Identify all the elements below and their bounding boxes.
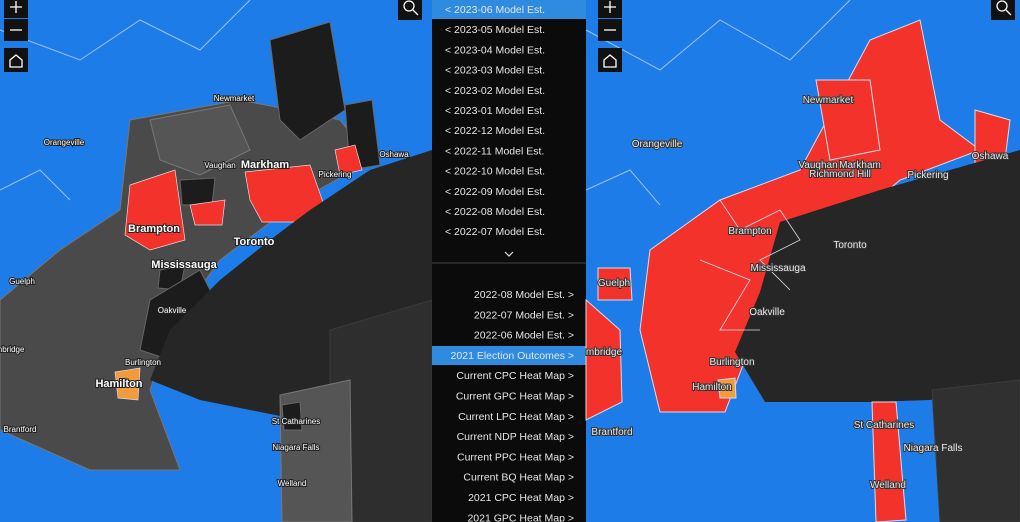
place-label: Niagara Falls xyxy=(272,443,319,452)
selected-item xyxy=(432,346,586,365)
place-label: Mississauga xyxy=(750,263,805,274)
menu-item[interactable]: 2021 Election Outcomes > xyxy=(451,350,574,362)
place-label: Vaughan xyxy=(204,161,235,170)
place-label: Brantford xyxy=(591,427,632,438)
menu-item[interactable]: < 2023-06 Model Est. xyxy=(445,4,545,16)
menu-item[interactable]: < 2023-05 Model Est. xyxy=(445,24,545,36)
menu-item[interactable]: 2022-07 Model Est. > xyxy=(474,309,574,321)
menu-item[interactable]: 2021 GPC Heat Map > xyxy=(467,512,574,522)
place-label: Pickering xyxy=(319,170,352,179)
menu-item[interactable]: < 2022-09 Model Est. xyxy=(445,186,545,198)
menu-item[interactable]: < 2022-11 Model Est. xyxy=(445,145,544,157)
menu-item[interactable]: Current BQ Heat Map > xyxy=(463,472,574,484)
place-label: Richmond Hill xyxy=(809,169,871,180)
place-label: Burlington xyxy=(709,357,754,368)
menu-item[interactable]: Current CPC Heat Map > xyxy=(456,370,574,382)
right-map xyxy=(585,0,1020,522)
place-label: Toronto xyxy=(234,236,275,248)
place-label: Oakville xyxy=(749,307,785,318)
place-label: Brampton xyxy=(728,226,771,237)
scroll-chevron[interactable] xyxy=(504,251,514,257)
left-map xyxy=(0,0,433,522)
place-label: Welland xyxy=(870,480,906,491)
place-label: Orangeville xyxy=(44,138,85,147)
place-label: Newmarket xyxy=(214,94,255,103)
menu-item[interactable]: < 2022-12 Model Est. xyxy=(445,125,545,137)
menu xyxy=(432,0,586,522)
place-label: Markham xyxy=(241,159,290,171)
menu-item[interactable]: 2022-08 Model Est. > xyxy=(474,289,574,301)
place-label: Brampton xyxy=(128,223,180,235)
place-label: St Catharines xyxy=(272,417,320,426)
menu-item[interactable]: < 2022-07 Model Est. xyxy=(445,226,545,238)
menu-item[interactable]: 2021 CPC Heat Map > xyxy=(468,492,574,504)
menu-item[interactable]: < 2023-02 Model Est. xyxy=(445,85,545,97)
place-label: Toronto xyxy=(833,240,867,251)
menu-item[interactable]: < 2023-04 Model Est. xyxy=(445,44,545,56)
place-label: Pickering xyxy=(907,170,948,181)
place-label: Burlington xyxy=(125,358,161,367)
place-label: Vaughan xyxy=(798,160,837,171)
menu-item[interactable]: < 2023-01 Model Est. xyxy=(445,105,545,117)
place-label: St Catharines xyxy=(854,420,915,431)
menu-item[interactable]: < 2023-03 Model Est. xyxy=(445,65,545,77)
menu-item[interactable]: Current NDP Heat Map > xyxy=(457,431,574,443)
place-label: Hamilton xyxy=(692,382,731,393)
place-label: Oshawa xyxy=(972,151,1009,162)
menu-item[interactable]: 2022-06 Model Est. > xyxy=(474,330,574,342)
selected-item xyxy=(432,0,586,19)
place-label: Oshawa xyxy=(379,150,409,159)
place-label: mbridge xyxy=(586,347,623,358)
menu-item[interactable]: Current LPC Heat Map > xyxy=(458,411,574,423)
place-label: Niagara Falls xyxy=(904,443,963,454)
place-label: Guelph xyxy=(598,278,630,289)
place-label: Brantford xyxy=(4,425,37,434)
place-label: Guelph xyxy=(9,277,35,286)
menu-item[interactable]: < 2022-10 Model Est. xyxy=(445,166,545,178)
place-label: Mississauga xyxy=(151,259,217,271)
place-label: mbridge xyxy=(0,345,25,354)
place-label: Hamilton xyxy=(95,378,142,390)
menu-item[interactable]: Current PPC Heat Map > xyxy=(457,451,574,463)
place-label: Orangeville xyxy=(632,139,683,150)
place-label: Markham xyxy=(839,160,881,171)
menu-item[interactable]: < 2022-08 Model Est. xyxy=(445,206,545,218)
menu-item[interactable]: Current GPC Heat Map > xyxy=(456,391,574,403)
place-label: Newmarket xyxy=(803,95,854,106)
place-label: Welland xyxy=(278,479,307,488)
place-label: Oakville xyxy=(158,306,187,315)
